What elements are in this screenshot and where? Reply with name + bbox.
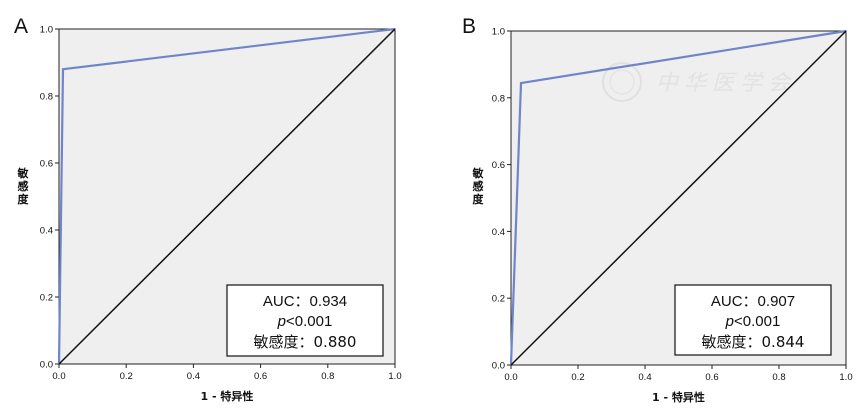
auc-text: AUC：0.934 xyxy=(263,293,347,310)
roc-panel-a: A 0.0 0.2 0.4 0.6 0.8 1.0 0.0 0.2 0.4 0.6 0.8 1.0 1 -… xyxy=(14,15,402,403)
p-symbol: p xyxy=(725,313,734,330)
x-tick-label: 0.2 xyxy=(120,371,133,382)
watermark: 中华医学会 xyxy=(602,62,796,102)
p-value-text: p<0.001 xyxy=(725,313,781,330)
roc-panel-b: B 中华医学会 0.0 0.2 0.4 0.6 0.8 1.0 0.0 0.2 0.4 0.6 0.8 1… xyxy=(462,15,853,404)
reference-line xyxy=(510,30,847,366)
p-value-text: p<0.001 xyxy=(277,313,333,330)
x-axis-title: 1 - 特异性 xyxy=(201,389,254,403)
y-tick-label: 1.0 xyxy=(40,25,53,36)
stats-box-frame xyxy=(226,284,384,357)
y-axis-title: 敏感度 xyxy=(472,166,485,206)
y-tick-label: 0.2 xyxy=(40,293,53,304)
x-tick-label: 0.4 xyxy=(187,371,200,382)
stats-box-frame xyxy=(674,284,832,356)
y-axis-title-glyph: 感 xyxy=(18,179,29,193)
y-tick-label: 0.6 xyxy=(492,160,505,171)
y-axis-title-glyph: 度 xyxy=(18,192,30,206)
watermark-text: 中华医学会 xyxy=(656,71,796,96)
x-tick-label: 0.0 xyxy=(52,371,65,382)
y-axis-title-glyph: 敏 xyxy=(17,166,30,180)
reference-line xyxy=(58,28,396,365)
p-value: <0.001 xyxy=(286,313,332,330)
y-tick-label: 1.0 xyxy=(492,27,505,38)
p-symbol: p xyxy=(277,313,286,330)
roc-curve xyxy=(509,29,847,366)
panel-letter: B xyxy=(462,15,476,38)
x-tick-label: 0.6 xyxy=(254,371,267,382)
x-tick-label: 0.0 xyxy=(504,372,517,383)
x-tick-label: 0.2 xyxy=(571,372,584,383)
x-tick-label: 0.4 xyxy=(638,372,651,383)
y-tick-label: 0.4 xyxy=(40,226,53,237)
y-axis-title: 敏感度 xyxy=(17,166,30,206)
auc-text: AUC：0.907 xyxy=(711,293,795,310)
x-axis-title: 1 - 特异性 xyxy=(652,390,705,404)
p-value: <0.001 xyxy=(734,313,780,330)
stats-box: AUC：0.934 p<0.001 敏感度：0.880 xyxy=(226,284,384,357)
y-tick-label: 0.2 xyxy=(492,294,505,305)
sensitivity-text: 敏感度：0.880 xyxy=(254,333,357,351)
y-tick-label: 0.0 xyxy=(492,361,505,372)
roc-curve xyxy=(57,27,396,365)
panel-letter: A xyxy=(14,15,28,38)
watermark-seal xyxy=(602,62,642,102)
y-tick-label: 0.8 xyxy=(492,93,505,104)
y-tick-label: 0.0 xyxy=(40,360,53,371)
x-tick-label: 0.8 xyxy=(321,371,334,382)
y-tick-label: 0.8 xyxy=(40,92,53,103)
stats-box: AUC：0.907 p<0.001 敏感度：0.844 xyxy=(674,284,832,356)
watermark-seal-inner xyxy=(609,69,635,95)
y-tick-label: 0.6 xyxy=(40,159,53,170)
y-axis-title-glyph: 度 xyxy=(473,192,485,206)
x-tick-label: 0.8 xyxy=(772,372,785,383)
y-tick-label: 0.4 xyxy=(492,227,505,238)
x-tick-label: 1.0 xyxy=(388,371,401,382)
x-tick-label: 0.6 xyxy=(705,372,718,383)
y-axis-title-glyph: 敏 xyxy=(472,166,485,180)
sensitivity-text: 敏感度：0.844 xyxy=(702,333,805,351)
x-tick-label: 1.0 xyxy=(839,372,852,383)
y-axis-title-glyph: 感 xyxy=(473,179,484,193)
